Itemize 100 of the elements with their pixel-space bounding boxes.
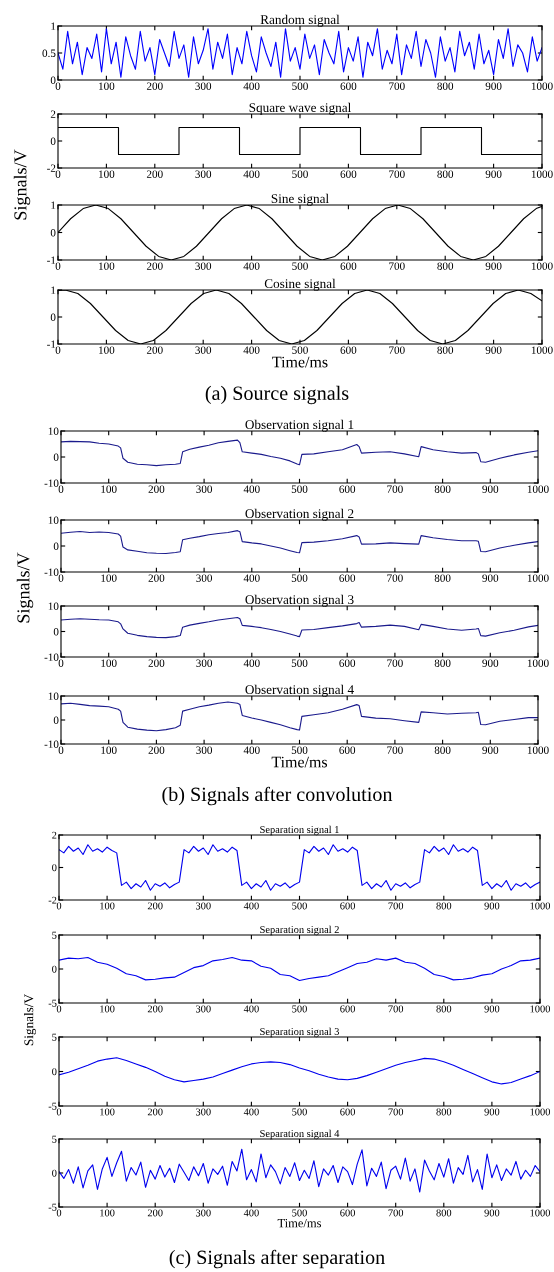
x-tick-label: 900 bbox=[485, 170, 502, 178]
x-tick-label: 500 bbox=[292, 1005, 307, 1013]
x-tick-label: 900 bbox=[485, 262, 502, 270]
x-tick-label: 500 bbox=[292, 1209, 307, 1217]
x-tick-label: 200 bbox=[148, 659, 165, 667]
chart-title: Observation signal 3 bbox=[245, 594, 354, 607]
x-tick-label: 1000 bbox=[530, 1209, 551, 1217]
chart-title: Sine signal bbox=[271, 193, 329, 206]
line-series bbox=[61, 530, 538, 555]
chart-title: Random signal bbox=[260, 14, 340, 27]
x-tick-label: 300 bbox=[196, 485, 213, 493]
x-tick-label: 400 bbox=[243, 659, 260, 667]
x-axis-title: Time/ms bbox=[272, 356, 328, 368]
line-series bbox=[59, 1057, 540, 1085]
y-tick-label: 0 bbox=[52, 965, 57, 973]
x-tick-label: 1000 bbox=[531, 170, 553, 178]
x-tick-label: 0 bbox=[58, 659, 64, 667]
x-tick-label: 100 bbox=[100, 902, 115, 910]
text: (a) Source signals bbox=[205, 385, 349, 405]
x-tick-label: 900 bbox=[485, 82, 502, 90]
x-tick-label: 800 bbox=[437, 170, 454, 178]
y-tick-label: 0 bbox=[53, 716, 59, 724]
x-tick-label: 400 bbox=[243, 574, 260, 582]
x-tick-label: 500 bbox=[292, 902, 307, 910]
x-tick-label: 200 bbox=[146, 346, 163, 354]
x-tick-label: 200 bbox=[148, 746, 165, 754]
y-tick-label: 5 bbox=[52, 1135, 57, 1143]
chart-title: Observation signal 1 bbox=[245, 419, 354, 432]
x-tick-label: 700 bbox=[387, 746, 403, 754]
x-tick-label: 100 bbox=[101, 574, 117, 582]
x-tick-label: 300 bbox=[196, 746, 213, 754]
x-tick-label: 700 bbox=[387, 574, 403, 582]
x-tick-label: 900 bbox=[482, 746, 499, 754]
x-axis-title: Time/ms bbox=[277, 1218, 322, 1228]
x-tick-label: 500 bbox=[291, 574, 308, 582]
x-tick-label: 400 bbox=[243, 82, 260, 90]
x-tick-label: 100 bbox=[99, 262, 115, 270]
x-tick-label: 300 bbox=[195, 82, 212, 90]
x-tick-label: 400 bbox=[243, 485, 260, 493]
x-tick-label: 500 bbox=[292, 170, 308, 178]
x-tick-label: 100 bbox=[100, 1108, 115, 1116]
x-tick-label: 300 bbox=[195, 170, 212, 178]
x-tick-label: 1000 bbox=[530, 1108, 551, 1116]
x-tick-label: 400 bbox=[243, 346, 260, 354]
x-tick-label: 900 bbox=[482, 485, 499, 493]
y-tick-label: 0 bbox=[50, 76, 56, 84]
x-tick-label: 700 bbox=[388, 1108, 404, 1116]
line-series bbox=[61, 439, 538, 467]
line-series bbox=[58, 28, 542, 78]
x-tick-label: 900 bbox=[484, 1005, 500, 1013]
y-tick-label: 1 bbox=[51, 22, 56, 30]
x-tick-label: 900 bbox=[482, 659, 499, 667]
y-tick-label: -2 bbox=[48, 896, 57, 904]
x-tick-label: 700 bbox=[388, 902, 404, 910]
x-tick-label: 100 bbox=[100, 1005, 115, 1013]
x-tick-label: 1000 bbox=[527, 659, 549, 667]
x-tick-label: 700 bbox=[389, 170, 405, 178]
x-tick-label: 0 bbox=[58, 746, 64, 754]
x-tick-label: 500 bbox=[291, 659, 308, 667]
x-tick-label: 1000 bbox=[531, 262, 553, 270]
x-tick-label: 600 bbox=[340, 82, 357, 90]
x-tick-label: 100 bbox=[101, 659, 117, 667]
y-axis-title: Signals/V bbox=[16, 552, 34, 623]
y-tick-label: 0 bbox=[50, 228, 56, 237]
x-tick-label: 200 bbox=[148, 485, 165, 493]
x-tick-label: 800 bbox=[436, 1209, 452, 1217]
x-tick-label: 600 bbox=[339, 574, 356, 582]
y-tick-label: -2 bbox=[47, 164, 56, 172]
x-tick-label: 200 bbox=[146, 262, 163, 270]
y-tick-label: 1 bbox=[51, 201, 56, 209]
x-tick-label: 100 bbox=[101, 746, 117, 754]
y-tick-label: -5 bbox=[48, 999, 57, 1007]
chart-title: Separation signal 2 bbox=[260, 925, 339, 936]
x-tick-label: 500 bbox=[291, 746, 308, 754]
y-tick-label: -1 bbox=[47, 256, 56, 264]
x-tick-label: 600 bbox=[339, 485, 356, 493]
x-tick-label: 300 bbox=[195, 1209, 211, 1217]
chart-title: Observation signal 2 bbox=[245, 508, 354, 521]
x-tick-label: 900 bbox=[484, 1108, 500, 1116]
x-tick-label: 200 bbox=[147, 1108, 163, 1116]
x-tick-label: 300 bbox=[195, 1108, 211, 1116]
x-tick-label: 700 bbox=[389, 262, 405, 270]
x-tick-label: 400 bbox=[243, 262, 260, 270]
y-tick-label: -10 bbox=[44, 740, 59, 748]
x-tick-label: 700 bbox=[389, 346, 405, 354]
y-tick-label: 10 bbox=[48, 602, 59, 610]
x-tick-label: 100 bbox=[100, 1209, 115, 1217]
x-tick-label: 1000 bbox=[527, 746, 549, 754]
y-tick-label: -10 bbox=[44, 479, 59, 487]
x-tick-label: 800 bbox=[437, 82, 454, 90]
x-tick-label: 300 bbox=[196, 574, 213, 582]
y-tick-label: 0 bbox=[53, 453, 59, 461]
chart-title: Separation signal 3 bbox=[260, 1027, 340, 1038]
line-series bbox=[59, 956, 540, 982]
x-tick-label: 700 bbox=[387, 659, 403, 667]
x-tick-label: 600 bbox=[340, 346, 357, 354]
line-series bbox=[59, 1148, 540, 1193]
x-tick-label: 900 bbox=[484, 902, 500, 910]
x-tick-label: 200 bbox=[148, 574, 165, 582]
x-tick-label: 1000 bbox=[527, 574, 549, 582]
